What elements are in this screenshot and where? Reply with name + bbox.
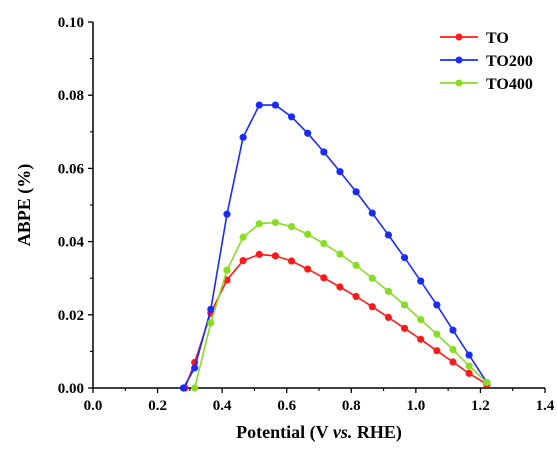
data-point xyxy=(433,330,441,338)
x-tick-label: 0.6 xyxy=(277,398,296,414)
data-point xyxy=(223,266,231,274)
data-point xyxy=(239,133,247,141)
data-point xyxy=(287,113,296,121)
x-tick-label: 0.4 xyxy=(213,398,232,414)
data-point xyxy=(384,287,393,295)
data-point xyxy=(336,283,344,291)
y-tick-label: 0.06 xyxy=(58,161,85,177)
data-point xyxy=(433,301,441,309)
data-point xyxy=(384,313,393,321)
data-point xyxy=(320,239,328,248)
legend-label: TO xyxy=(486,30,509,47)
x-axis-label-part-1: Potential (V xyxy=(236,422,333,443)
data-point xyxy=(352,261,360,269)
legend-item-to: TO xyxy=(440,30,509,47)
data-point xyxy=(304,265,312,273)
legend: TO TO200 TO400 xyxy=(440,30,533,93)
legend-swatch-marker xyxy=(455,56,463,64)
data-point xyxy=(449,326,457,334)
legend-item-to200: TO200 xyxy=(440,53,533,70)
data-point xyxy=(271,218,280,227)
series-line xyxy=(184,253,488,389)
data-point xyxy=(255,250,263,259)
data-point xyxy=(433,347,441,355)
x-tick-label: 1.0 xyxy=(406,398,425,414)
data-point xyxy=(271,252,280,260)
series-to xyxy=(181,250,491,392)
axes xyxy=(92,22,545,389)
series-line xyxy=(182,104,488,389)
data-point xyxy=(320,148,328,156)
legend-swatch-marker xyxy=(455,79,463,87)
data-point xyxy=(336,168,344,176)
data-point xyxy=(400,301,409,309)
legend-label: TO200 xyxy=(486,53,533,70)
y-tick-label: 0.10 xyxy=(58,15,84,31)
data-point xyxy=(255,220,263,228)
data-point xyxy=(191,384,199,392)
data-point xyxy=(465,351,473,359)
data-point xyxy=(223,210,231,218)
series-to400 xyxy=(191,218,491,392)
data-point xyxy=(449,345,457,354)
series-line xyxy=(193,221,488,389)
data-point xyxy=(400,324,409,332)
data-point xyxy=(352,188,360,196)
data-point xyxy=(417,335,425,343)
data-point xyxy=(465,362,473,370)
x-tick-label: 1.2 xyxy=(471,398,490,414)
data-point xyxy=(239,257,247,265)
legend-swatch-marker xyxy=(455,33,463,41)
series-layer xyxy=(179,101,491,392)
x-axis-label-part-3: RHE) xyxy=(352,422,402,443)
data-point xyxy=(239,233,247,241)
x-tick-label: 1.4 xyxy=(536,398,555,414)
y-tick-label: 0.08 xyxy=(58,88,84,104)
x-axis-label: Potential (V vs. RHE) xyxy=(236,422,402,443)
x-tick-label: 0.2 xyxy=(148,398,167,414)
data-point xyxy=(304,129,312,137)
data-point xyxy=(368,303,376,311)
data-point xyxy=(255,101,263,109)
data-point xyxy=(287,222,296,231)
series-to200 xyxy=(179,101,491,392)
data-point xyxy=(320,274,328,282)
data-point xyxy=(207,319,215,327)
legend-label: TO400 xyxy=(486,76,533,93)
data-point xyxy=(352,292,360,301)
data-point xyxy=(483,378,491,387)
data-point xyxy=(287,257,296,265)
y-tick-label: 0.02 xyxy=(58,308,84,324)
tick-marks xyxy=(88,21,546,393)
data-point xyxy=(384,231,393,239)
data-point xyxy=(207,305,215,313)
x-axis-label-part-2: vs. xyxy=(333,422,353,442)
y-tick-label: 0.00 xyxy=(58,381,84,397)
data-point xyxy=(417,315,425,324)
data-point xyxy=(400,254,409,262)
data-point xyxy=(368,209,376,217)
data-point xyxy=(271,101,280,109)
data-point xyxy=(465,369,473,377)
data-point xyxy=(368,274,376,282)
data-point xyxy=(304,230,312,238)
legend-item-to400: TO400 xyxy=(440,76,533,93)
data-point xyxy=(191,364,199,372)
y-axis-label: ABPE (%) xyxy=(14,164,35,247)
x-tick-label: 0.0 xyxy=(84,398,103,414)
tick-labels: 0.0 0.2 0.4 0.6 0.8 1.0 1.2 1.4 0.00 0.02 0.04 0.06… xyxy=(58,15,555,414)
y-tick-label: 0.04 xyxy=(58,235,85,251)
data-point xyxy=(417,277,425,285)
data-point xyxy=(336,250,344,258)
data-point xyxy=(179,384,187,392)
x-tick-label: 0.8 xyxy=(342,398,361,414)
data-point xyxy=(449,358,457,366)
